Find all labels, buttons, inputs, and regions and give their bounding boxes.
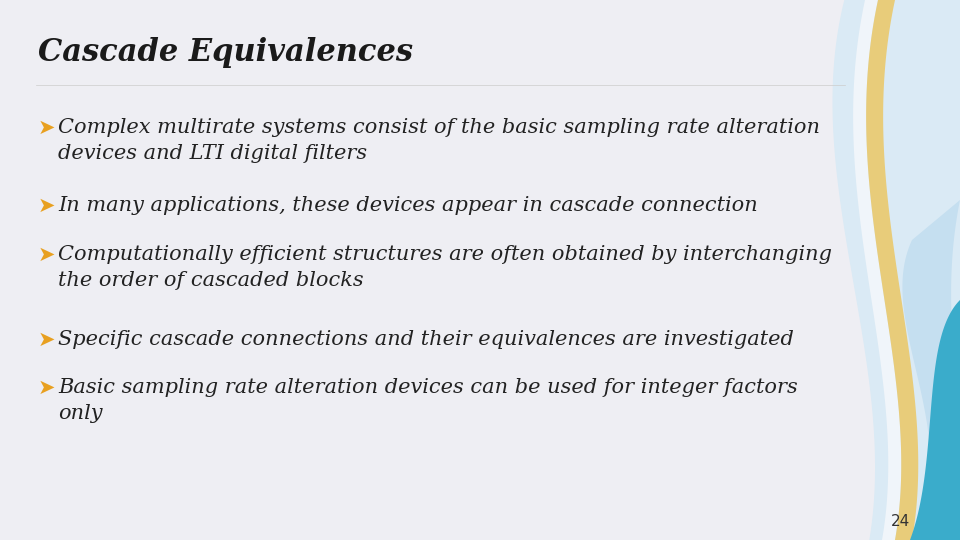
Text: only: only [58, 404, 103, 423]
Text: the order of cascaded blocks: the order of cascaded blocks [58, 271, 364, 290]
Text: 24: 24 [890, 515, 910, 530]
Text: Computationally efficient structures are often obtained by interchanging: Computationally efficient structures are… [58, 245, 832, 264]
Text: ➤: ➤ [38, 196, 56, 216]
Text: ➤: ➤ [38, 118, 56, 138]
Text: ➤: ➤ [38, 378, 56, 398]
Text: Cascade Equivalences: Cascade Equivalences [38, 37, 413, 68]
Text: ➤: ➤ [38, 330, 56, 350]
Text: Basic sampling rate alteration devices can be used for integer factors: Basic sampling rate alteration devices c… [58, 378, 798, 397]
Text: In many applications, these devices appear in cascade connection: In many applications, these devices appe… [58, 196, 757, 215]
Polygon shape [853, 0, 901, 540]
Polygon shape [866, 0, 919, 540]
Text: Specific cascade connections and their equivalences are investigated: Specific cascade connections and their e… [58, 330, 794, 349]
Polygon shape [910, 300, 960, 540]
Polygon shape [902, 200, 960, 540]
Text: Complex multirate systems consist of the basic sampling rate alteration: Complex multirate systems consist of the… [58, 118, 820, 137]
Text: ➤: ➤ [38, 245, 56, 265]
Text: devices and LTI digital filters: devices and LTI digital filters [58, 144, 367, 163]
